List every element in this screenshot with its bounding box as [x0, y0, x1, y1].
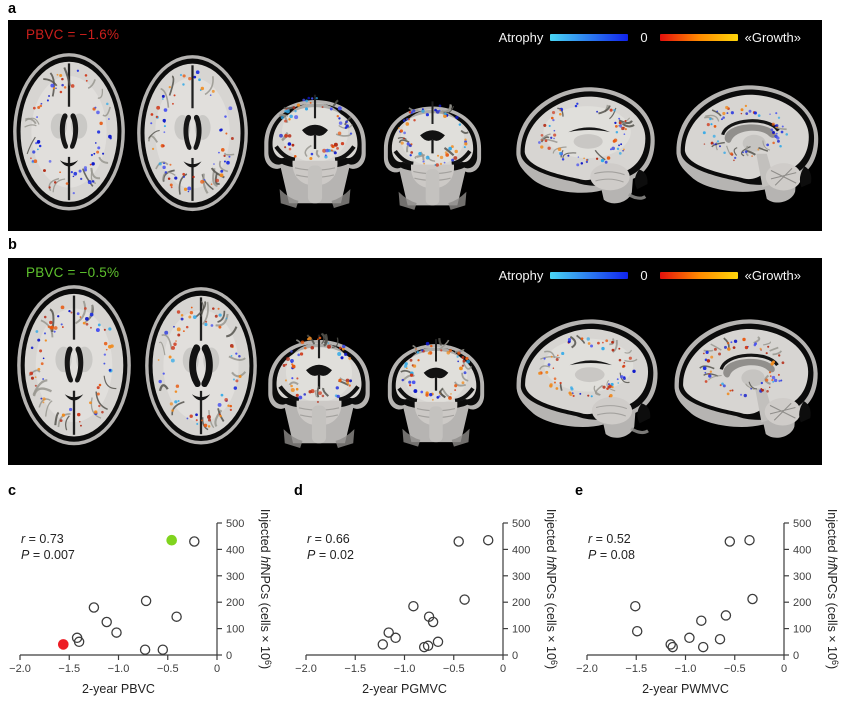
- svg-text:−0.5: −0.5: [157, 663, 179, 675]
- svg-text:2-year PWMVC: 2-year PWMVC: [642, 682, 729, 696]
- svg-text:−1.0: −1.0: [675, 663, 697, 675]
- svg-text:0: 0: [226, 650, 232, 662]
- scatter-panel-c: c −2.0 −1.5 −1.0 −0.5 0 0 100 200 300 400 500 r = 0…: [8, 483, 280, 710]
- svg-text:300: 300: [512, 571, 530, 583]
- svg-text:300: 300: [793, 571, 811, 583]
- svg-text:−1.5: −1.5: [58, 663, 80, 675]
- scatter-panel-d: d −2.0 −1.5 −1.0 −0.5 0 0 100 200 300 400 500 r = 0…: [294, 483, 566, 710]
- svg-text:500: 500: [226, 518, 244, 530]
- mri-sagittal-midline-slice: [674, 319, 818, 438]
- colorbar-zero-label: 0: [640, 268, 648, 283]
- atrophy-gradient-bar: [550, 34, 629, 41]
- svg-text:2-year PGMVC: 2-year PGMVC: [362, 682, 447, 696]
- scatter-panel-e: e −2.0 −1.5 −1.0 −0.5 0 0 100 200 300 400 500 r = 0…: [575, 483, 847, 710]
- growth-label: «Growth»: [744, 268, 801, 283]
- svg-text:200: 200: [226, 597, 244, 609]
- svg-text:200: 200: [793, 597, 811, 609]
- svg-text:−1.0: −1.0: [108, 663, 130, 675]
- svg-text:0: 0: [500, 663, 506, 675]
- panel-a-brain-slices: [13, 53, 819, 212]
- svg-text:−2.0: −2.0: [295, 663, 317, 675]
- mri-axial-slice: [17, 285, 131, 446]
- mri-axial-slice: [137, 55, 248, 212]
- svg-text:Injected hfNPCs (cells × 106): Injected hfNPCs (cells × 106): [825, 509, 840, 669]
- panel-b-brain-slices: [17, 285, 818, 448]
- scatter-plot-pgmvc: −2.0 −1.5 −1.0 −0.5 00 100 200 300 400 500 r = 0.6…: [295, 509, 559, 696]
- panel-b-colorbar-legend: Atrophy 0 «Growth»: [492, 268, 808, 283]
- panel-b-pbvc-value: PBVC = −0.5%: [26, 265, 120, 280]
- svg-text:400: 400: [512, 544, 530, 556]
- svg-text:P = 0.02: P = 0.02: [307, 548, 354, 562]
- panel-c-label: c: [8, 483, 17, 499]
- atrophy-label: Atrophy: [498, 30, 544, 45]
- svg-text:Injected hfNPCs (cells × 106): Injected hfNPCs (cells × 106): [544, 509, 559, 669]
- svg-text:500: 500: [793, 518, 811, 530]
- panel-a-mri-strip: PBVC = −1.6% Atrophy 0 «Growth»: [8, 20, 822, 231]
- svg-text:Injected hfNPCs (cells × 106): Injected hfNPCs (cells × 106): [258, 509, 273, 669]
- mri-sagittal-lateral-slice: [516, 319, 658, 438]
- mri-sagittal-lateral-slice: [516, 87, 655, 204]
- mri-coronal-slice: [268, 332, 370, 448]
- svg-text:100: 100: [512, 624, 530, 636]
- svg-text:100: 100: [226, 624, 244, 636]
- svg-text:−2.0: −2.0: [9, 663, 31, 675]
- mri-axial-slice: [145, 287, 257, 445]
- scatter-plot-pwmvc: −2.0 −1.5 −1.0 −0.5 00 100 200 300 400 500 r = 0.5…: [576, 509, 840, 696]
- svg-text:400: 400: [226, 544, 244, 556]
- mri-sagittal-midline-slice: [676, 85, 819, 203]
- svg-text:P = 0.08: P = 0.08: [588, 548, 635, 562]
- svg-text:300: 300: [226, 571, 244, 583]
- svg-text:−1.5: −1.5: [625, 663, 647, 675]
- svg-text:−1.0: −1.0: [394, 663, 416, 675]
- panel-b-label: b: [8, 237, 17, 253]
- growth-label: «Growth»: [744, 30, 801, 45]
- panel-a-pbvc-value: PBVC = −1.6%: [26, 27, 120, 42]
- svg-text:0: 0: [793, 650, 799, 662]
- scatter-plot-pbvc: −2.0 −1.5 −1.0 −0.5 00 100 200 300 400 500 r = 0.7…: [9, 509, 273, 696]
- svg-text:0: 0: [781, 663, 787, 675]
- panel-d-label: d: [294, 483, 303, 499]
- atrophy-gradient-bar: [550, 272, 629, 279]
- svg-text:r = 0.52: r = 0.52: [588, 532, 631, 546]
- svg-text:−1.5: −1.5: [344, 663, 366, 675]
- svg-text:500: 500: [512, 518, 530, 530]
- panel-e-label: e: [575, 483, 584, 499]
- svg-text:r = 0.66: r = 0.66: [307, 532, 350, 546]
- svg-text:0: 0: [214, 663, 220, 675]
- svg-text:−2.0: −2.0: [576, 663, 598, 675]
- panel-a-label: a: [8, 1, 17, 17]
- mri-axial-slice: [13, 53, 125, 211]
- growth-gradient-bar: [659, 272, 738, 279]
- growth-gradient-bar: [659, 34, 738, 41]
- colorbar-zero-label: 0: [640, 30, 648, 45]
- svg-text:200: 200: [512, 597, 530, 609]
- svg-text:0: 0: [512, 650, 518, 662]
- panel-a-colorbar-legend: Atrophy 0 «Growth»: [492, 30, 808, 45]
- svg-text:2-year PBVC: 2-year PBVC: [82, 682, 155, 696]
- svg-text:400: 400: [793, 544, 811, 556]
- svg-text:r = 0.73: r = 0.73: [21, 532, 64, 546]
- svg-text:−0.5: −0.5: [724, 663, 746, 675]
- atrophy-label: Atrophy: [498, 268, 544, 283]
- mri-coronal-slice: [264, 94, 366, 208]
- mri-coronal-slice: [383, 101, 482, 210]
- svg-text:P = 0.007: P = 0.007: [21, 548, 75, 562]
- svg-text:100: 100: [793, 624, 811, 636]
- panel-b-mri-strip: PBVC = −0.5% Atrophy 0 «Growth»: [8, 258, 822, 465]
- mri-coronal-slice: [387, 338, 485, 447]
- svg-text:−0.5: −0.5: [443, 663, 465, 675]
